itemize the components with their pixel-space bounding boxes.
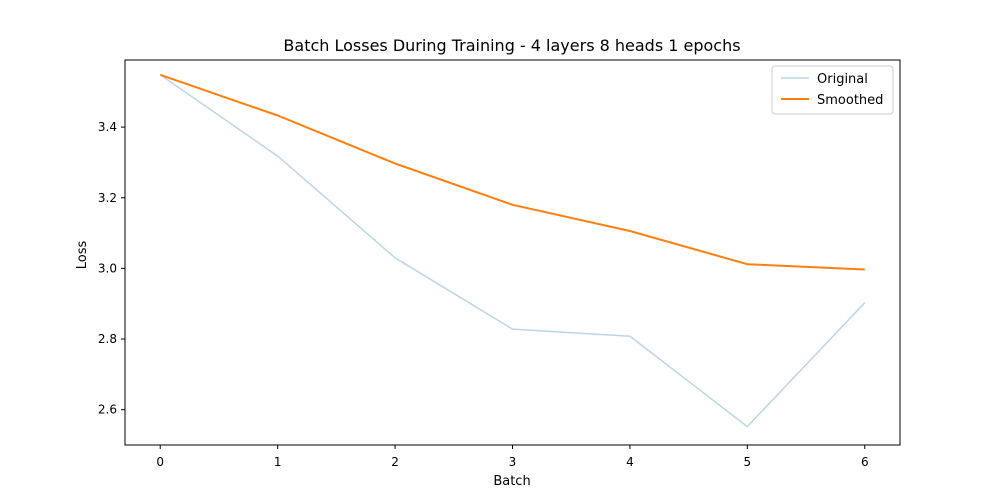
- chart-title: Batch Losses During Training - 4 layers …: [283, 36, 740, 55]
- legend: Original Smoothed: [771, 65, 894, 115]
- x-tick-label: 5: [744, 455, 752, 469]
- x-tick-label: 1: [274, 455, 282, 469]
- y-axis-label: Loss: [75, 241, 90, 270]
- legend-label-smoothed: Smoothed: [817, 93, 883, 108]
- legend-label-original: Original: [817, 72, 868, 87]
- plot-area: [124, 59, 901, 446]
- series-line-original: [159, 74, 866, 428]
- x-axis: 0 1 2 3 4 5 6: [156, 445, 869, 469]
- legend-box: [771, 65, 894, 115]
- x-tick-label: 4: [626, 455, 634, 469]
- x-axis-label: Batch: [493, 474, 530, 489]
- x-tick-label: 2: [391, 455, 399, 469]
- x-tick-label: 3: [509, 455, 517, 469]
- x-tick-label: 6: [861, 455, 869, 469]
- series-line-smoothed: [159, 73, 865, 271]
- y-tick-label: 2.8: [98, 332, 117, 346]
- y-tick-label: 2.6: [98, 403, 117, 417]
- x-tick-label: 0: [156, 455, 164, 469]
- y-tick-label: 3.0: [98, 261, 117, 275]
- y-tick-label: 3.2: [98, 191, 117, 205]
- y-axis: 2.6 2.8 3.0 3.2 3.4: [98, 120, 125, 417]
- y-tick-label: 3.4: [98, 120, 117, 134]
